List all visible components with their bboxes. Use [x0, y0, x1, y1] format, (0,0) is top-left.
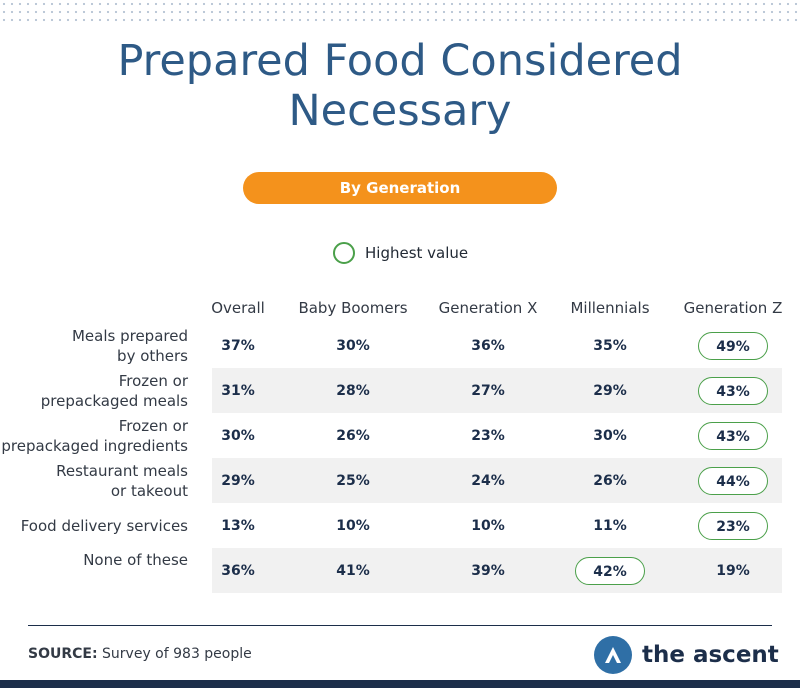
- page-title: Prepared Food Considered Necessary: [0, 36, 800, 136]
- highlighted-value-cell: 43%: [698, 421, 768, 450]
- value-cell: 36%: [471, 337, 505, 354]
- row-label-line: by others: [117, 346, 188, 365]
- value-cell: 25%: [336, 472, 370, 489]
- column-header: Millennials: [570, 299, 650, 317]
- highlighted-value-cell: 43%: [698, 376, 768, 405]
- column-header: Generation X: [438, 299, 538, 317]
- value-cell: 36%: [221, 562, 255, 579]
- row-label-line: Frozen or: [118, 371, 188, 390]
- value-cell: 39%: [471, 562, 505, 579]
- value-cell: 28%: [336, 382, 370, 399]
- table-row: [212, 548, 782, 593]
- source-text: Survey of 983 people: [102, 646, 252, 662]
- value-cell: 23%: [471, 427, 505, 444]
- title-line-1: Prepared Food Considered: [117, 36, 683, 86]
- value-cell: 26%: [593, 472, 627, 489]
- highlighted-value-cell: 23%: [698, 511, 768, 540]
- row-label: Food delivery services: [0, 516, 188, 536]
- value-cell: 24%: [471, 472, 505, 489]
- legend: Highest value: [333, 241, 468, 265]
- row-label: Restaurant meals or takeout: [0, 461, 188, 501]
- row-label-line: Restaurant meals: [56, 461, 188, 480]
- ascent-logo-icon: [594, 636, 632, 674]
- source-label: SOURCE:: [28, 646, 98, 662]
- value-cell: 29%: [593, 382, 627, 399]
- title-line-2: Necessary: [288, 86, 512, 136]
- value-cell: 10%: [336, 517, 370, 534]
- row-label: None of these: [0, 550, 188, 570]
- row-label-line: None of these: [83, 551, 188, 569]
- row-label: Frozen or prepackaged meals: [0, 371, 188, 411]
- value-cell: 13%: [221, 517, 255, 534]
- value-cell: 30%: [221, 427, 255, 444]
- table-row: [212, 458, 782, 503]
- row-label: Meals prepared by others: [0, 326, 188, 366]
- row-label-line: Meals prepared: [71, 326, 188, 345]
- legend-label: Highest value: [365, 244, 469, 262]
- footer-divider: [28, 625, 772, 626]
- subtitle-pill: By Generation: [243, 172, 557, 204]
- row-label-line: Frozen or: [118, 416, 188, 435]
- source-note: SOURCE: Survey of 983 people: [28, 646, 252, 662]
- value-cell: 35%: [593, 337, 627, 354]
- highlighted-value-cell: 49%: [698, 331, 768, 360]
- value-cell: 30%: [593, 427, 627, 444]
- row-label-line: Food delivery services: [20, 516, 188, 535]
- brand-name: the ascent: [642, 642, 779, 668]
- row-label-line: or takeout: [110, 481, 188, 500]
- column-header: Baby Boomers: [298, 299, 408, 317]
- value-cell: 30%: [336, 337, 370, 354]
- row-label: Frozen or prepackaged ingredients: [0, 416, 188, 456]
- column-header: Generation Z: [683, 299, 783, 317]
- row-label-line: prepackaged ingredients: [1, 436, 188, 455]
- row-label-line: prepackaged meals: [40, 391, 188, 410]
- bottom-bar: [0, 680, 800, 688]
- value-cell: 10%: [471, 517, 505, 534]
- column-header: Overall: [211, 299, 265, 317]
- highlighted-value-cell: 44%: [698, 466, 768, 495]
- value-cell: 31%: [221, 382, 255, 399]
- value-cell: 29%: [221, 472, 255, 489]
- value-cell: 26%: [336, 427, 370, 444]
- value-cell: 41%: [336, 562, 370, 579]
- brand-logo: the ascent: [594, 635, 779, 675]
- highlight-circle-icon: [333, 242, 355, 264]
- highlighted-value-cell: 42%: [575, 556, 645, 585]
- value-cell: 19%: [716, 562, 750, 579]
- value-cell: 27%: [471, 382, 505, 399]
- value-cell: 37%: [221, 337, 255, 354]
- value-cell: 11%: [593, 517, 627, 534]
- table-row: [212, 368, 782, 413]
- dotted-pattern: [0, 0, 800, 22]
